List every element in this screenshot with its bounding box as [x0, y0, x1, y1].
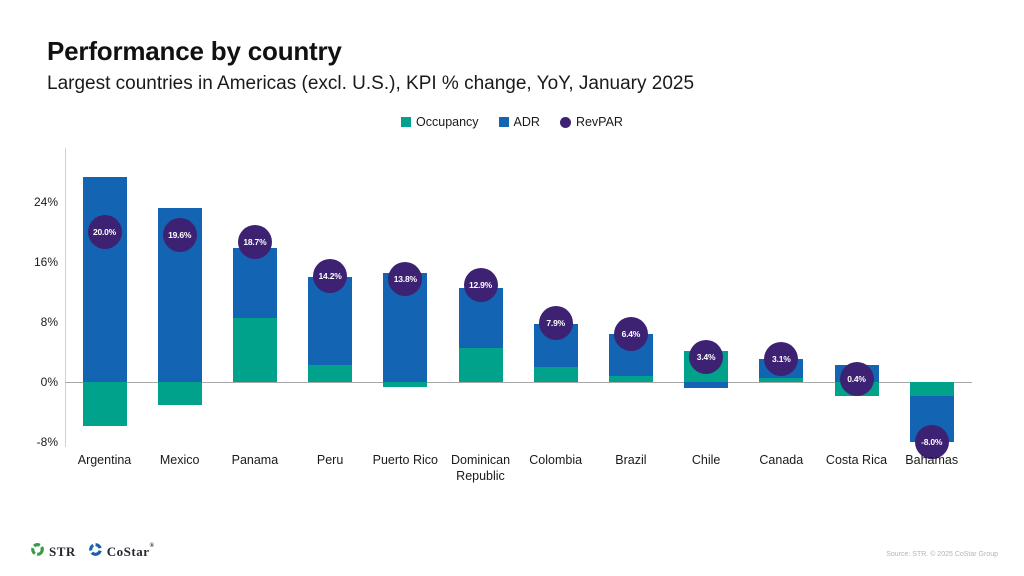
legend-swatch-occupancy-square-icon — [401, 117, 412, 127]
str-logo: STR — [30, 542, 76, 562]
revpar-marker: 14.2% — [313, 258, 348, 293]
revpar-marker: 3.4% — [689, 339, 724, 374]
x-axis-category-label: Mexico — [159, 453, 200, 467]
str-logo-text: STR — [49, 544, 76, 559]
costar-logo: CoStar® — [88, 542, 155, 562]
x-axis-category-label: Dominican Republic — [450, 453, 511, 484]
legend-label: ADR — [513, 115, 540, 129]
bar-segment-occupancy — [232, 318, 277, 382]
costar-logo-text: CoStar® — [106, 542, 155, 559]
revpar-marker: 18.7% — [237, 224, 272, 259]
y-axis-tick-label: 0% — [40, 375, 58, 389]
zero-gridline — [65, 381, 972, 383]
revpar-marker: 3.1% — [764, 341, 799, 376]
chart-legend: Occupancy ADR RevPAR — [0, 115, 1024, 129]
bar-segment-occupancy — [608, 376, 653, 382]
x-axis-category-label: Costa Rica — [825, 453, 888, 467]
legend-swatch-revpar-circle-icon — [559, 116, 571, 128]
legend-label: Occupancy — [416, 115, 479, 129]
y-axis-tick-label: -8% — [36, 435, 58, 449]
revpar-marker: 6.4% — [613, 317, 648, 351]
bar-segment-occupancy — [308, 364, 353, 382]
x-axis-category-label: Canada — [759, 453, 804, 467]
footer-logos: STR CoStar® — [30, 542, 155, 562]
x-axis-category-label: Bahamas — [905, 453, 959, 467]
x-axis-category-label: Colombia — [529, 453, 583, 467]
revpar-marker: -8.0% — [914, 425, 949, 459]
x-axis-category-label: Brazil — [615, 453, 647, 467]
legend-item-revpar: RevPAR — [559, 115, 623, 129]
revpar-marker: 7.9% — [538, 305, 573, 340]
costar-pinwheel-icon — [88, 542, 103, 562]
x-axis-category-label: Panama — [231, 453, 279, 467]
legend-swatch-adr-square-icon — [498, 117, 509, 127]
y-axis-line — [65, 148, 66, 447]
legend-item-occupancy: Occupancy — [401, 115, 479, 129]
registered-mark: ® — [149, 542, 155, 549]
legend-item-adr: ADR — [498, 115, 540, 129]
bar-segment-adr — [232, 247, 277, 319]
bar-segment-occupancy — [458, 347, 503, 382]
revpar-marker: 13.8% — [388, 261, 423, 296]
x-axis-category-label: Argentina — [77, 453, 132, 467]
y-axis-tick-label: 24% — [33, 195, 58, 209]
bar-segment-occupancy — [82, 382, 127, 426]
legend-label: RevPAR — [575, 115, 623, 129]
bar-segment-occupancy — [533, 367, 578, 382]
page-subtitle: Largest countries in Americas (excl. U.S… — [47, 73, 695, 94]
source-attribution: Source: STR. © 2025 CoStar Group — [886, 551, 998, 558]
y-axis-tick-label: 16% — [33, 255, 58, 269]
revpar-marker: 19.6% — [162, 218, 197, 252]
revpar-marker: 0.4% — [839, 362, 874, 396]
revpar-marker: 20.0% — [87, 215, 122, 249]
x-axis-category-label: Puerto Rico — [372, 453, 438, 467]
bar-segment-occupancy — [759, 378, 804, 382]
bar-segment-adr — [82, 176, 127, 382]
str-pinwheel-icon — [30, 542, 45, 562]
bar-segment-occupancy — [157, 382, 202, 405]
x-axis-category-label: Chile — [691, 453, 721, 467]
page-title: Performance by country — [47, 36, 342, 66]
revpar-marker: 12.9% — [463, 268, 498, 303]
bar-segment-occupancy — [909, 382, 954, 396]
bar-segment-adr — [684, 382, 729, 388]
bar-segment-occupancy — [383, 382, 428, 388]
y-axis-tick-label: 8% — [40, 315, 58, 329]
x-axis-category-label: Peru — [316, 453, 344, 467]
